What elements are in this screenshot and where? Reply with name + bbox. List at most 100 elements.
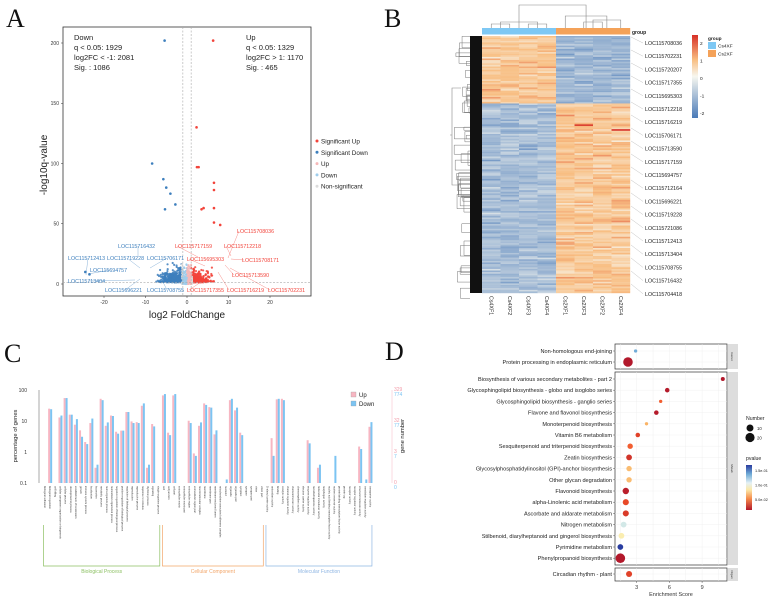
heatmap-cell xyxy=(556,236,575,239)
heatmap-cell xyxy=(611,74,631,77)
heatmap-cell xyxy=(519,185,538,188)
heatmap-cell xyxy=(611,53,631,56)
group-legend-swatch xyxy=(708,50,716,57)
heatmap-cell xyxy=(556,89,575,91)
heatmap-cell xyxy=(556,222,575,225)
group-bracket xyxy=(265,525,373,567)
heatmap-cell xyxy=(611,61,631,64)
row-dendrogram-branch xyxy=(460,153,470,163)
heatmap-cell xyxy=(519,48,538,51)
heatmap-cell xyxy=(593,199,612,202)
gene-label-up: LOC115716219 xyxy=(227,288,264,294)
heatmap-cell xyxy=(519,244,538,247)
heatmap-cell xyxy=(537,114,557,117)
bar-up xyxy=(84,442,87,483)
heatmap-cell xyxy=(556,138,575,141)
heatmap-cell xyxy=(593,98,612,101)
bar-up xyxy=(135,422,138,483)
heatmap-cell xyxy=(593,183,612,186)
heatmap-cell xyxy=(537,138,557,141)
heatmap-cell xyxy=(537,220,557,223)
heatmap-cell xyxy=(482,265,501,268)
heatmap-cell xyxy=(611,198,631,201)
heatmap-cell xyxy=(574,77,594,80)
heatmap-cell xyxy=(482,100,501,103)
heatmap-cell xyxy=(593,201,612,204)
heatmap-cell xyxy=(500,251,520,254)
heatmap-cell xyxy=(574,170,594,173)
point-down xyxy=(183,272,186,275)
heatmap-cell xyxy=(537,275,557,278)
heatmap-cell xyxy=(574,66,594,69)
heatmap-cell xyxy=(537,180,557,183)
heatmap-cell xyxy=(519,289,538,292)
point-significant-up xyxy=(200,268,203,272)
heatmap-cell xyxy=(611,185,631,188)
heatmap-cell xyxy=(611,85,631,88)
heatmap-cell xyxy=(611,217,631,220)
category-label: protein tag xyxy=(343,486,347,499)
heatmap-cell xyxy=(574,47,594,50)
heatmap-cell xyxy=(537,64,557,67)
heatmap-cell xyxy=(574,231,594,234)
bar-up xyxy=(146,467,148,483)
heatmap-cell xyxy=(611,195,631,197)
pathway-point xyxy=(622,487,630,495)
row-dendrogram-branch xyxy=(467,150,470,166)
bar-up xyxy=(368,426,371,483)
heatmap-cell xyxy=(593,125,612,128)
heatmap-cell xyxy=(574,116,594,119)
heatmap-cell xyxy=(537,206,557,209)
heatmap-cell xyxy=(537,129,557,131)
heatmap-cell xyxy=(593,114,612,117)
heatmap-cell xyxy=(537,289,557,292)
row-label-leader xyxy=(630,153,644,162)
point-significant-up xyxy=(194,269,198,273)
heatmap-cell xyxy=(593,233,612,236)
heatmap-cell xyxy=(574,71,594,74)
heatmap-cell xyxy=(611,174,631,176)
heatmap-cell xyxy=(519,228,538,231)
heatmap-cell xyxy=(537,137,557,139)
heatmap-cell xyxy=(611,89,631,91)
bar-down xyxy=(236,407,239,483)
heatmap-cell xyxy=(574,291,594,294)
heatmap-cell xyxy=(574,145,594,148)
heatmap-cell xyxy=(519,124,538,127)
heatmap-cell xyxy=(537,243,557,246)
heatmap-cell xyxy=(500,135,520,138)
y2-tick-label-down: 0 xyxy=(394,485,397,491)
heatmap-cell xyxy=(537,100,557,103)
heatmap-cell xyxy=(500,217,520,220)
heatmap-cell xyxy=(611,117,631,120)
heatmap-cell xyxy=(537,186,557,189)
heatmap-cell xyxy=(611,256,631,258)
heatmap-cell xyxy=(482,167,501,170)
heatmap-cell xyxy=(593,122,612,125)
heatmap-cell xyxy=(500,108,520,111)
row-label: LOC115708036 xyxy=(645,41,682,47)
heatmap-cell xyxy=(593,37,612,40)
heatmap-cell xyxy=(574,289,594,292)
heatmap-cell xyxy=(556,156,575,159)
group-annotation-label: group xyxy=(632,30,646,36)
heatmap-cell xyxy=(482,56,501,59)
heatmap-cell xyxy=(482,124,501,127)
heatmap-cell xyxy=(574,275,594,278)
category-label: molecular transducer activity xyxy=(317,486,321,520)
heatmap-cell xyxy=(537,257,557,260)
heatmap-cell xyxy=(593,148,612,151)
heatmap-cell xyxy=(482,119,501,122)
pathway-point xyxy=(626,465,632,472)
heatmap-cell xyxy=(574,142,594,144)
heatmap-cell xyxy=(593,111,612,114)
bar-up xyxy=(228,400,231,483)
heatmap-cell xyxy=(537,169,557,172)
heatmap-cell xyxy=(500,55,520,58)
heatmap-cell xyxy=(593,172,612,175)
heatmap-cell xyxy=(574,257,594,260)
heatmap-cell xyxy=(500,169,520,172)
heatmap-cell xyxy=(519,233,538,236)
row-dendrogram-branch xyxy=(466,95,470,107)
